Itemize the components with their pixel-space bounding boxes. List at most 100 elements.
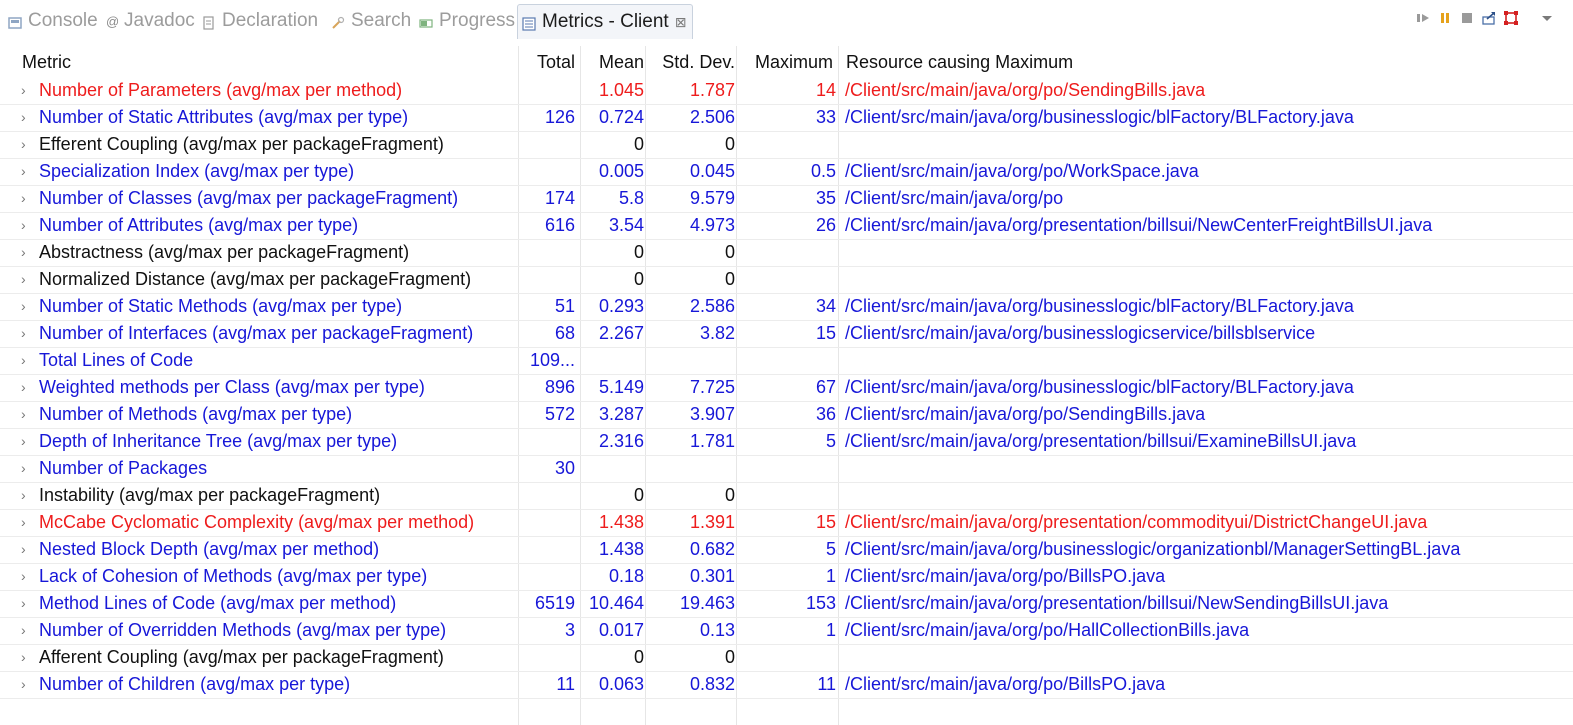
table-row[interactable]: › Number of Packages 30 [0,455,1573,483]
resource-path: /Client/src/main/java/org/po/SendingBill… [845,404,1206,424]
expand-chevron-icon[interactable]: › [21,676,26,692]
export-icon[interactable] [1482,11,1496,25]
column-header-metric[interactable]: Metric [22,52,71,72]
table-row[interactable]: › Normalized Distance (avg/max per packag… [0,266,1573,294]
metric-name: Abstractness (avg/max per packageFragmen… [39,242,410,262]
table-row[interactable]: › Nested Block Depth (avg/max per method)… [0,536,1573,564]
column-header-maximum[interactable]: Maximum [754,52,833,72]
maximum-value: 35 [815,188,836,208]
layout-icon[interactable] [1504,11,1518,25]
std-dev-value: 1.787 [689,80,735,100]
table-row[interactable]: › Lack of Cohesion of Methods (avg/max pe… [0,563,1573,591]
table-row[interactable]: › Number of Static Methods (avg/max per t… [0,293,1573,321]
table-row[interactable]: › Number of Attributes (avg/max per type)… [0,212,1573,240]
expand-chevron-icon[interactable]: › [21,109,26,125]
metrics-icon [522,15,536,31]
expand-chevron-icon[interactable]: › [21,487,26,503]
table-row[interactable]: › Number of Interfaces (avg/max per packa… [0,320,1573,348]
mean-value: 1.045 [598,80,644,100]
search-icon [331,14,345,29]
mean-value: 0.293 [598,296,644,316]
table-row[interactable]: › Number of Children (avg/max per type) 11… [0,671,1573,699]
column-divider [736,46,737,725]
expand-chevron-icon[interactable]: › [21,406,26,422]
table-row[interactable]: › Afferent Coupling (avg/max per packageF… [0,644,1573,672]
play-icon[interactable] [1416,11,1430,25]
tab-metrics-client[interactable]: Metrics - Client ⊠ [517,4,694,39]
table-row[interactable]: › Weighted methods per Class (avg/max per… [0,374,1573,402]
mean-value: 3.287 [598,404,644,424]
metric-name: Number of Interfaces (avg/max per packag… [39,323,474,343]
maximum-value: 153 [805,593,836,613]
declaration-icon [202,14,216,30]
expand-chevron-icon[interactable]: › [21,136,26,152]
table-row[interactable]: › Abstractness (avg/max per packageFragme… [0,239,1573,267]
expand-chevron-icon[interactable]: › [21,460,26,476]
tab-javadoc[interactable]: @ Javadoc [106,6,195,36]
table-row[interactable]: › Number of Overridden Methods (avg/max p… [0,617,1573,645]
table-row[interactable]: › Number of Methods (avg/max per type) 572… [0,401,1573,429]
maximum-value: 1 [825,620,836,640]
std-dev-value: 0.13 [699,620,735,640]
pause-icon[interactable] [1438,11,1452,25]
expand-chevron-icon[interactable]: › [21,244,26,260]
metric-name: Specialization Index (avg/max per type) [39,161,355,181]
expand-chevron-icon[interactable]: › [21,217,26,233]
table-row[interactable]: › Depth of Inheritance Tree (avg/max per … [0,428,1573,456]
column-header-total[interactable]: Total [536,52,575,72]
stop-icon[interactable] [1460,11,1474,25]
expand-chevron-icon[interactable]: › [21,568,26,584]
expand-chevron-icon[interactable]: › [21,379,26,395]
std-dev-value: 3.907 [689,404,735,424]
expand-chevron-icon[interactable]: › [21,325,26,341]
std-dev-value: 3.82 [699,323,735,343]
mean-value: 0 [633,485,644,505]
close-icon[interactable]: ⊠ [674,13,687,30]
expand-chevron-icon[interactable]: › [21,514,26,530]
resource-path: /Client/src/main/java/org/po/HallCollect… [845,620,1250,640]
table-row[interactable]: › Number of Parameters (avg/max per metho… [0,77,1573,105]
expand-chevron-icon[interactable]: › [21,649,26,665]
expand-chevron-icon[interactable]: › [21,433,26,449]
table-row[interactable]: › Number of Static Attributes (avg/max pe… [0,104,1573,132]
total-value: 3 [564,620,575,640]
expand-chevron-icon[interactable]: › [21,163,26,179]
expand-chevron-icon[interactable]: › [21,298,26,314]
std-dev-value: 4.973 [689,215,735,235]
expand-chevron-icon[interactable]: › [21,82,26,98]
resource-path: /Client/src/main/java/org/businesslogics… [845,323,1316,343]
expand-chevron-icon[interactable]: › [21,541,26,557]
expand-chevron-icon[interactable]: › [21,622,26,638]
column-header-std-dev[interactable]: Std. Dev. [662,52,735,72]
tab-declaration[interactable]: Declaration [202,6,318,36]
table-header: Metric Total Mean Std. Dev. Maximum Reso… [0,46,1573,78]
std-dev-value: 0 [724,485,735,505]
column-header-mean[interactable]: Mean [598,52,644,72]
table-row[interactable]: › Total Lines of Code 109... [0,347,1573,375]
total-value: 11 [556,674,575,694]
console-icon [8,14,22,29]
expand-chevron-icon[interactable]: › [21,190,26,206]
tab-search[interactable]: Search [331,6,411,36]
table-row[interactable]: › Method Lines of Code (avg/max per metho… [0,590,1573,618]
mean-value: 5.8 [618,188,644,208]
tab-console[interactable]: Console [8,6,98,36]
table-row[interactable]: › Instability (avg/max per packageFragmen… [0,482,1573,510]
total-value: 616 [544,215,575,235]
table-row[interactable]: › Number of Classes (avg/max per packageF… [0,185,1573,213]
std-dev-value: 19.463 [679,593,735,613]
expand-chevron-icon[interactable]: › [21,595,26,611]
view-menu-icon[interactable] [1540,11,1554,25]
expand-chevron-icon[interactable]: › [21,352,26,368]
expand-chevron-icon[interactable]: › [21,271,26,287]
total-value: 51 [554,296,575,316]
total-value: 6519 [534,593,575,613]
table-row[interactable]: › McCabe Cyclomatic Complexity (avg/max p… [0,509,1573,537]
tab-progress[interactable]: Progress [419,6,515,36]
table-row[interactable]: › Specialization Index (avg/max per type)… [0,158,1573,186]
metric-name: Number of Overridden Methods (avg/max pe… [39,620,447,640]
resource-path: /Client/src/main/java/org/presentation/c… [845,512,1428,532]
table-row[interactable]: › Efferent Coupling (avg/max per packageF… [0,131,1573,159]
column-header-resource[interactable]: Resource causing Maximum [846,52,1074,72]
std-dev-value: 7.725 [689,377,735,397]
